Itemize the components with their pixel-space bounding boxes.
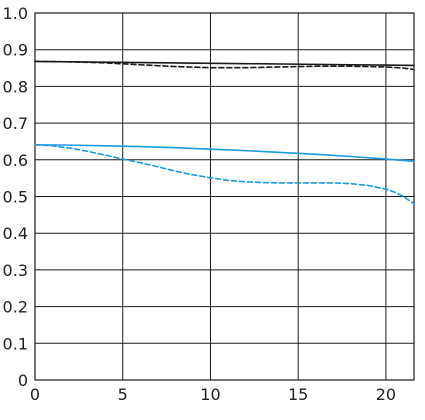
x-tick-label: 0 — [30, 385, 40, 404]
y-tick-label: 0.6 — [3, 151, 28, 170]
x-tick-labels: 0 5 10 15 20 — [30, 385, 396, 404]
y-tick-label: 0.8 — [3, 77, 28, 96]
series-line-2-dashed — [34, 60, 415, 71]
y-tick-label: 0.9 — [3, 41, 28, 60]
y-tick-label: 0.2 — [3, 298, 28, 317]
y-tick-label: 0.3 — [3, 261, 28, 280]
x-tick-label: 5 — [118, 385, 128, 404]
series-line-3-solid — [34, 143, 415, 163]
plot-border — [34, 12, 415, 381]
y-tick-label: 0 — [18, 371, 28, 390]
x-tick-label: 10 — [200, 385, 220, 404]
x-tick-label: 15 — [288, 385, 308, 404]
series-line-4-dashed — [34, 143, 415, 205]
y-tick-labels: 0 0.1 0.2 0.3 0.4 0.5 0.6 0.7 0.8 0.9 1.0 — [3, 4, 28, 390]
y-tick-label: 0.1 — [3, 334, 28, 353]
y-tick-label: 1.0 — [3, 4, 28, 23]
y-tick-label: 0.7 — [3, 114, 28, 133]
x-tick-label: 20 — [376, 385, 396, 404]
y-tick-label: 0.5 — [3, 188, 28, 207]
plot-frame — [34, 12, 415, 381]
y-tick-label: 0.4 — [3, 224, 28, 243]
series-lines — [34, 60, 415, 205]
